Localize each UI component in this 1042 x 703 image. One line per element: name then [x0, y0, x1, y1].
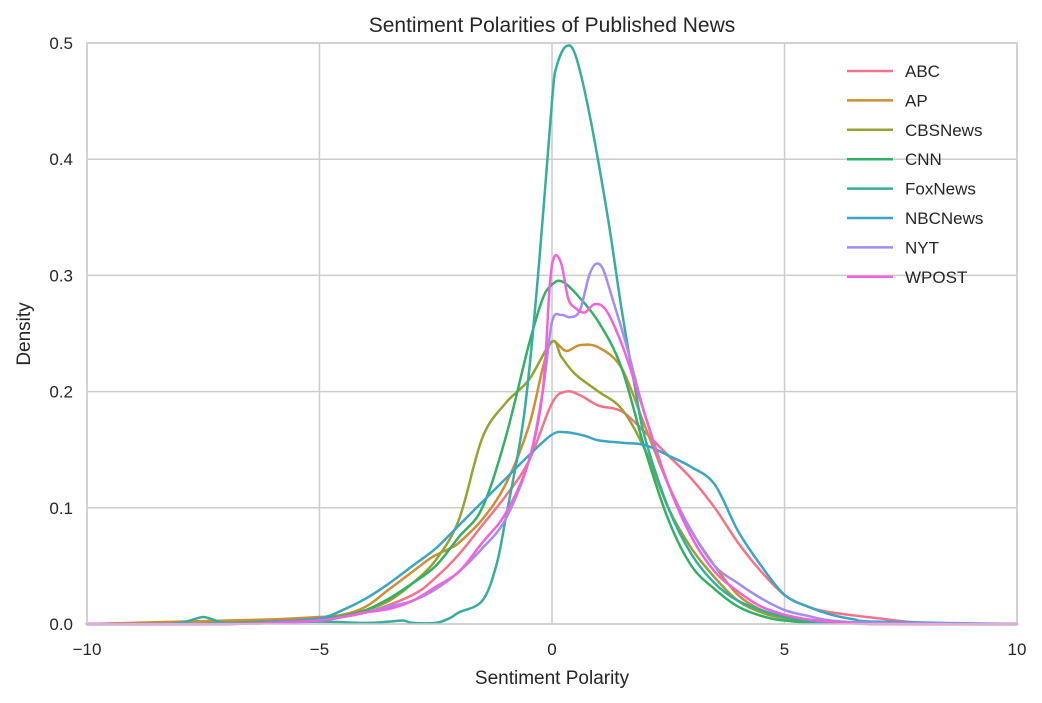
x-tick-label: 10: [1008, 640, 1027, 659]
y-tick-label: 0.2: [49, 383, 73, 402]
legend-item-foxnews: FoxNews: [847, 180, 976, 199]
legend-item-ap: AP: [847, 91, 928, 110]
series-group: [85, 44, 1019, 626]
legend-item-nbcnews: NBCNews: [847, 209, 983, 228]
x-tick-label: −5: [310, 640, 329, 659]
chart-title: Sentiment Polarities of Published News: [369, 14, 736, 37]
x-tick-label: 5: [780, 640, 789, 659]
legend-item-cnn: CNN: [847, 150, 942, 169]
x-tick-labels: −10 −5 0 5 10: [73, 640, 1027, 659]
y-tick-label: 0.3: [49, 266, 73, 285]
legend-item-cbsnews: CBSNews: [847, 121, 982, 140]
y-tick-label: 0.5: [49, 34, 73, 53]
series-line-nbcnews: [85, 430, 1019, 626]
y-tick-label: 0.1: [49, 499, 73, 518]
y-axis-title: Density: [14, 302, 35, 366]
y-tick-label: 0.4: [49, 150, 73, 169]
legend-item-nyt: NYT: [847, 238, 939, 257]
legend-label: ABC: [905, 62, 940, 81]
x-tick-label: 0: [547, 640, 556, 659]
y-tick-label: 0.0: [49, 615, 73, 634]
plot-frame: [86, 42, 1018, 625]
legend-label: AP: [905, 91, 928, 110]
x-tick-label: −10: [73, 640, 102, 659]
legend-item-abc: ABC: [847, 62, 940, 81]
series-line-wpost: [85, 254, 1019, 626]
legend-label: CBSNews: [905, 121, 982, 140]
legend-label: NBCNews: [905, 209, 983, 228]
legend-label: WPOST: [905, 268, 967, 287]
legend: ABC AP CBSNews CNN FoxNews NBCNews NYT WPOST: [847, 62, 983, 287]
plot-area: [85, 42, 1019, 626]
y-tick-labels: 0.0 0.1 0.2 0.3 0.4 0.5: [49, 34, 73, 634]
legend-label: FoxNews: [905, 180, 976, 199]
legend-label: NYT: [905, 238, 939, 257]
legend-label: CNN: [905, 150, 942, 169]
legend-item-wpost: WPOST: [847, 268, 967, 287]
x-axis-title: Sentiment Polarity: [475, 668, 630, 689]
